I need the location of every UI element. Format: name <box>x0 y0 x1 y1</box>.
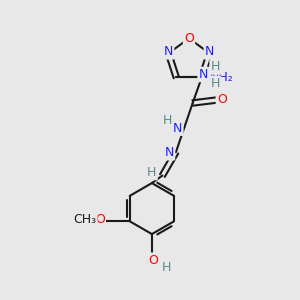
Text: N: N <box>165 146 174 159</box>
Text: H: H <box>211 77 220 90</box>
Text: O: O <box>184 32 194 45</box>
Text: NH₂: NH₂ <box>209 71 233 84</box>
Text: N: N <box>173 122 182 135</box>
Text: O: O <box>148 254 158 267</box>
Text: H: H <box>162 261 172 274</box>
Text: H: H <box>147 166 157 179</box>
Text: O: O <box>95 213 105 226</box>
Text: H: H <box>211 61 220 74</box>
Text: N: N <box>205 45 214 58</box>
Text: O: O <box>217 94 227 106</box>
Text: CH₃: CH₃ <box>73 213 96 226</box>
Text: H: H <box>163 114 172 127</box>
Text: N: N <box>164 45 173 58</box>
Text: N: N <box>199 68 208 81</box>
